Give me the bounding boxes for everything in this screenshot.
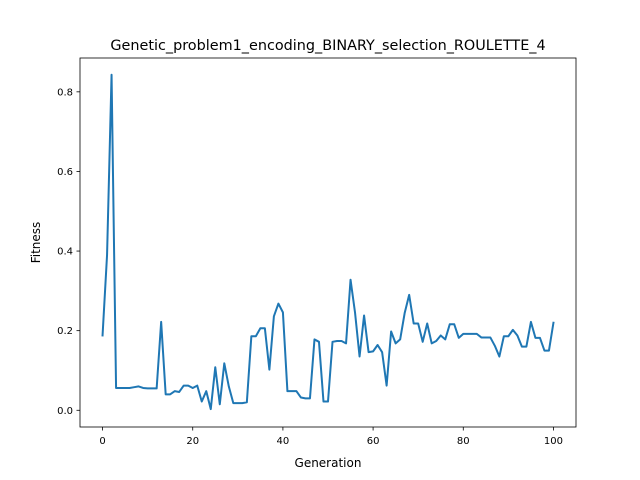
series-line-0 xyxy=(101,73,555,411)
plot-frame xyxy=(79,57,577,428)
x-tick-label: 60 xyxy=(367,436,380,447)
y-tick-label: 0.6 xyxy=(57,167,73,178)
y-tick-label: 0.0 xyxy=(57,406,73,417)
x-axis: 0 20 40 60 80 100 xyxy=(99,427,563,447)
y-tick-label: 0.8 xyxy=(57,87,73,98)
y-tick-label: 0.2 xyxy=(57,326,73,337)
x-tick-label: 40 xyxy=(277,436,290,447)
y-tick-label: 0.4 xyxy=(57,247,73,258)
chart-title: Genetic_problem1_encoding_BINARY_selecti… xyxy=(110,38,545,54)
x-tick-label: 100 xyxy=(544,436,563,447)
plot-area xyxy=(101,73,555,411)
x-tick-label: 20 xyxy=(186,436,199,447)
y-axis-label: Fitness xyxy=(29,222,43,264)
x-tick-label: 0 xyxy=(99,436,105,447)
x-tick-label: 80 xyxy=(457,436,470,447)
y-axis: 0.0 0.2 0.4 0.6 0.8 xyxy=(57,87,80,417)
x-axis-label: Generation xyxy=(295,456,362,470)
